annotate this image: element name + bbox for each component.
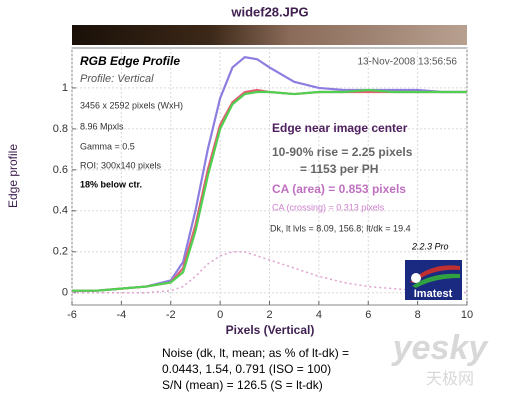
rise: 10-90% rise = 2.25 pixels: [272, 145, 413, 159]
x-tick-label: -6: [67, 309, 77, 321]
noise: Noise (dk, lt, mean; as % of lt-dk) =: [162, 346, 349, 360]
x-axis-label: Pixels (Vertical): [226, 323, 315, 337]
chart-title: widef28.JPG: [230, 4, 308, 19]
x-tick-label: -2: [166, 309, 176, 321]
noise: S/N (mean) = 126.5 (S = lt-dk): [162, 378, 323, 392]
edge-strip: [72, 25, 467, 45]
y-tick-label: 0.6: [53, 164, 68, 176]
levels: Dk, lt lvls = 8.09, 156.8; lt/dk = 19.4: [270, 223, 411, 233]
y-axis-label: Edge profile: [6, 144, 20, 208]
version: 2.2.3 Pro: [411, 241, 449, 251]
watermark: yesky: [391, 329, 490, 367]
logo: Imatest: [405, 260, 462, 300]
info: 3456 x 2592 pixels (WxH): [80, 100, 183, 110]
y-tick-label: 0.2: [53, 246, 68, 258]
timestamp: 13-Nov-2008 13:56:56: [357, 57, 457, 68]
logo-text: Imatest: [414, 288, 453, 300]
profile-subtitle: Profile: Vertical: [80, 73, 154, 85]
x-tick-label: 6: [365, 309, 371, 321]
noise: 0.0443, 1.54, 0.791 (ISO = 100): [162, 362, 331, 376]
info: Gamma = 0.5: [80, 141, 135, 151]
ca-crossing: CA (crossing) = 0.313 pixels: [272, 202, 385, 212]
series-line: [72, 88, 467, 292]
x-tick-label: 4: [316, 309, 322, 321]
y-tick-label: 0.4: [53, 205, 68, 217]
info: 18% below ctr.: [80, 179, 142, 189]
watermark: 天极网: [426, 370, 474, 388]
y-tick-label: 1: [62, 82, 68, 94]
y-tick-label: 0.8: [53, 123, 68, 135]
profile-title: RGB Edge Profile: [80, 54, 180, 68]
x-tick-label: 8: [415, 309, 421, 321]
x-tick-label: -4: [116, 309, 126, 321]
x-tick-label: 2: [266, 309, 272, 321]
info: 8.96 Mpxls: [80, 121, 124, 131]
series-line: [72, 251, 468, 294]
result-heading: Edge near image center: [272, 121, 408, 135]
y-tick-label: 0: [62, 287, 68, 299]
rise: = 1153 per PH: [300, 162, 378, 176]
ca-area: CA (area) = 0.853 pixels: [272, 182, 406, 196]
info: ROI: 300x140 pixels: [80, 160, 162, 170]
x-tick-label: 0: [217, 309, 223, 321]
lines: [72, 56, 468, 294]
x-tick-label: 10: [461, 309, 473, 321]
